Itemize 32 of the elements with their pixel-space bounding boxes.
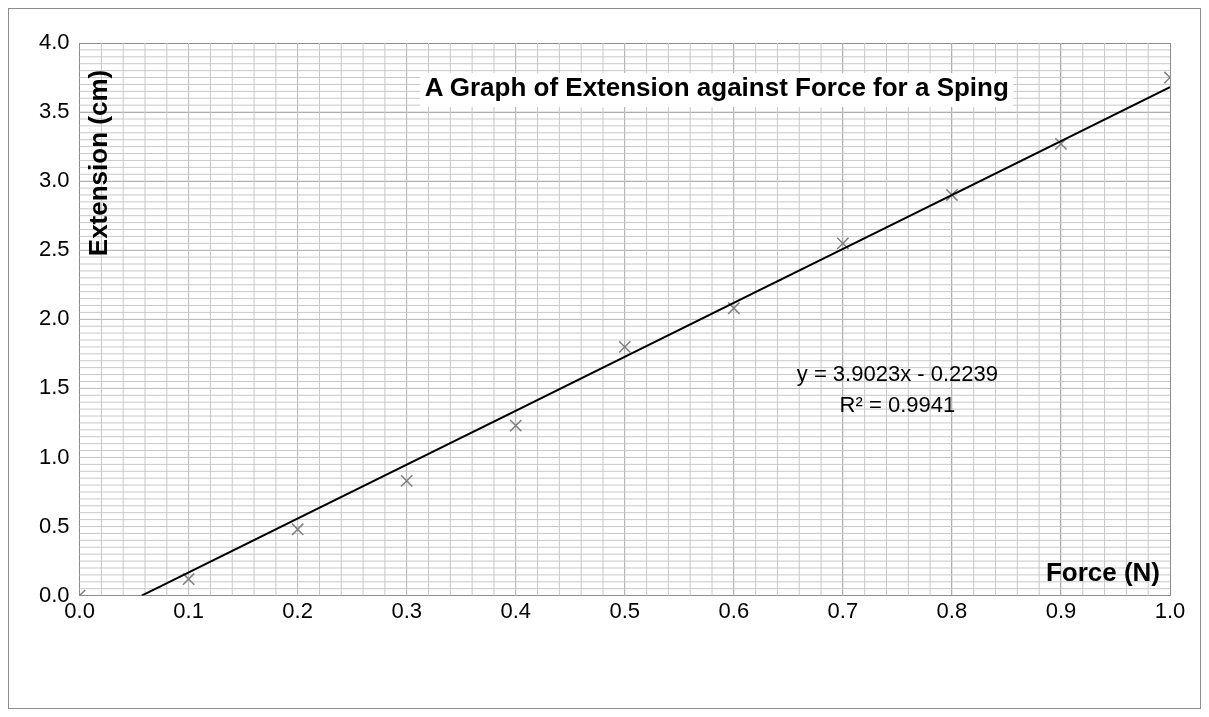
point — [400, 474, 414, 488]
y-tick-label: 1.5 — [38, 374, 70, 400]
point — [291, 522, 305, 536]
y-tick-label: 0.5 — [38, 512, 70, 538]
x-tick-label: 0.3 — [391, 597, 422, 623]
x-tick-label: 0.7 — [827, 597, 859, 623]
point — [509, 419, 523, 433]
text: A Graph of Extension against Force for a Sping — [424, 72, 1009, 103]
x-tick-label: 0.2 — [282, 597, 313, 623]
x-axis-title: Force (N) — [1045, 556, 1160, 587]
point — [1054, 137, 1068, 151]
point — [727, 301, 741, 315]
x-tick-label: 0.1 — [173, 597, 204, 623]
y-tick-label: 1.0 — [38, 443, 70, 469]
point — [182, 572, 196, 586]
y-tick-label: 3.5 — [38, 98, 70, 124]
x-tick-label: 0.6 — [718, 597, 750, 623]
y-tick-label: 3.0 — [38, 167, 70, 193]
x-tick-label: 1.0 — [1154, 597, 1186, 623]
x-tick-label: 0.8 — [936, 597, 968, 623]
point — [945, 188, 959, 202]
point — [836, 236, 850, 250]
point — [618, 340, 632, 354]
y-tick-label: 2.0 — [38, 305, 70, 331]
y-axis-title: Extension (cm) — [82, 69, 113, 257]
x-tick-label: 0.4 — [500, 597, 532, 623]
y-tick-label: 2.5 — [38, 236, 70, 262]
annotation: y = 3.9023x - 0.2239 — [796, 360, 998, 386]
x-tick-label: 0.5 — [609, 597, 641, 623]
y-tick-label: 4.0 — [38, 29, 70, 55]
x-tick-label: 0.9 — [1045, 597, 1077, 623]
annotation: R² = 0.9941 — [839, 391, 956, 417]
